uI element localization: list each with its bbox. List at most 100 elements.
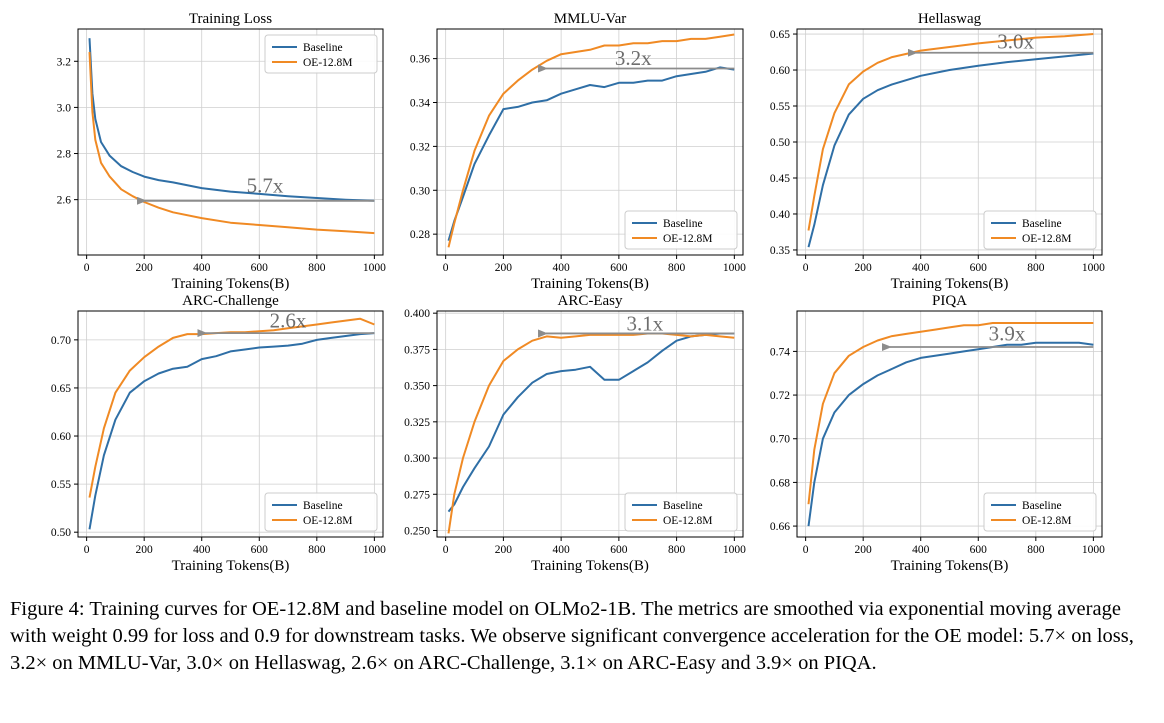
panel-6-speedup-label: 3.9x bbox=[989, 321, 1026, 345]
panel-2-ytick-label: 0.32 bbox=[410, 141, 430, 153]
panel-4-xtick-label: 600 bbox=[251, 544, 269, 556]
panel-4-ytick-label: 0.55 bbox=[51, 479, 71, 491]
panel-3-ytick-label: 0.55 bbox=[770, 101, 790, 113]
panel-3-xtick-label: 200 bbox=[855, 262, 873, 274]
panel-5-ytick-label: 0.275 bbox=[404, 489, 430, 501]
panel-3-xtick-label: 1000 bbox=[1082, 262, 1105, 274]
panel-5-xlabel: Training Tokens(B) bbox=[531, 558, 649, 574]
panel-2-ytick-label: 0.36 bbox=[410, 54, 430, 66]
panel-5-ytick-label: 0.350 bbox=[404, 381, 430, 393]
panel-1-xtick-label: 400 bbox=[193, 262, 211, 274]
panel-5-ytick-label: 0.325 bbox=[404, 417, 430, 429]
panel-3-ytick-label: 0.50 bbox=[770, 137, 790, 149]
panel-5-ytick-label: 0.300 bbox=[404, 453, 430, 465]
panel-3: 3.0x 0 200 400 600 800 1000 0.35 0.40 0.45 0.50 0.5… bbox=[770, 11, 1105, 292]
panel-2-xtick-label: 200 bbox=[495, 262, 513, 274]
panel-2-series-oe-line bbox=[447, 33, 735, 248]
panel-2-xtick-label: 800 bbox=[668, 262, 686, 274]
panel-2-legend: Baseline OE-12.8M bbox=[624, 210, 738, 250]
panel-6-xtick-label: 800 bbox=[1027, 544, 1045, 556]
panel-4-xtick-label: 200 bbox=[136, 544, 154, 556]
panel-4-xtick-label: 400 bbox=[193, 544, 211, 556]
panel-1-series-oe-line bbox=[88, 52, 375, 235]
panel-5-xtick-label: 1000 bbox=[723, 544, 746, 556]
panel-6-xlabel: Training Tokens(B) bbox=[891, 558, 1009, 574]
panel-1-axes-frame bbox=[77, 28, 384, 256]
panel-5-ytick-label: 0.375 bbox=[404, 344, 430, 356]
panel-5-legend-box bbox=[624, 492, 738, 532]
panel-2-title: MMLU-Var bbox=[554, 11, 627, 27]
panel-3-speedup-label: 3.0x bbox=[997, 29, 1034, 53]
panel-5-legend: Baseline OE-12.8M bbox=[624, 492, 738, 532]
panel-5-xtick-label: 600 bbox=[610, 544, 628, 556]
panel-5-legend-label-baseline: Baseline bbox=[663, 500, 703, 512]
panel-2-ytick-label: 0.28 bbox=[410, 229, 430, 241]
panel-1-speedup-label: 5.7x bbox=[247, 174, 284, 198]
figure-caption: Figure 4: Training curves for OE-12.8M a… bbox=[10, 598, 1134, 674]
panel-3-legend-label-baseline: Baseline bbox=[1022, 218, 1062, 230]
panel-3-ytick-label: 0.60 bbox=[770, 65, 790, 77]
panel-1-legend-label-baseline: Baseline bbox=[303, 42, 343, 54]
panel-5-ytick-label: 0.250 bbox=[404, 525, 430, 537]
panel-5: 3.1x 0 200 400 600 800 1000 0.250 0.275 0.300 0.32… bbox=[404, 293, 746, 574]
panel-6-xtick-label: 200 bbox=[855, 544, 873, 556]
panel-4-ytick-label: 0.60 bbox=[51, 431, 71, 443]
panel-5-xtick-label: 400 bbox=[553, 544, 571, 556]
panel-6-xtick-label: 400 bbox=[912, 544, 930, 556]
panel-3-legend-box bbox=[983, 210, 1097, 250]
panel-2-axes-frame bbox=[436, 28, 744, 256]
panel-4-legend-label-baseline: Baseline bbox=[303, 500, 343, 512]
panel-1-xtick-label: 600 bbox=[251, 262, 269, 274]
panel-6-legend: Baseline OE-12.8M bbox=[983, 492, 1097, 532]
panel-2: 3.2x 0 200 400 600 800 1000 0.28 0.30 0.32 0.34 0.3… bbox=[410, 11, 746, 292]
panel-4-title: ARC-Challenge bbox=[182, 293, 279, 309]
panel-6-series-baseline-line bbox=[807, 341, 1094, 527]
panel-1-ytick-label: 3.0 bbox=[57, 102, 72, 114]
panel-2-xtick-label: 0 bbox=[443, 262, 449, 274]
panel-4-series-oe-line bbox=[88, 317, 375, 498]
panel-4-xtick-label: 0 bbox=[84, 544, 90, 556]
panel-4-series-baseline-line bbox=[88, 332, 375, 530]
panel-5-speedup-label: 3.1x bbox=[626, 312, 663, 336]
panel-5-axes-frame bbox=[436, 310, 744, 538]
panel-2-legend-label-baseline: Baseline bbox=[663, 218, 703, 230]
panel-1-xtick-label: 200 bbox=[136, 262, 154, 274]
panel-2-ytick-label: 0.30 bbox=[410, 185, 430, 197]
panel-2-legend-label-oe: OE-12.8M bbox=[663, 233, 713, 245]
panel-2-speedup-label: 3.2x bbox=[615, 46, 652, 70]
panel-6-ytick-label: 0.66 bbox=[770, 521, 790, 533]
panel-1-ytick-label: 2.8 bbox=[57, 149, 72, 161]
panel-3-series-baseline-line bbox=[807, 52, 1094, 248]
panel-5-series-baseline-line bbox=[447, 332, 735, 513]
panel-6-title: PIQA bbox=[932, 293, 967, 309]
panel-3-xtick-label: 0 bbox=[803, 262, 809, 274]
panel-2-ytick-label: 0.34 bbox=[410, 98, 430, 110]
panel-3-ytick-label: 0.65 bbox=[770, 29, 790, 41]
panel-1: 5.7x 0 200 400 600 800 1000 2.6 2.8 3.0 3.2 Trainin… bbox=[57, 11, 386, 292]
panel-2-xlabel: Training Tokens(B) bbox=[531, 276, 649, 292]
panel-5-title: ARC-Easy bbox=[558, 293, 623, 309]
panel-4-ytick-label: 0.65 bbox=[51, 383, 71, 395]
panel-3-xtick-label: 400 bbox=[912, 262, 930, 274]
panel-6-legend-box bbox=[983, 492, 1097, 532]
panel-5-ytick-label: 0.400 bbox=[404, 308, 430, 320]
panel-4-axes-frame bbox=[77, 310, 384, 538]
panel-6-series-oe-line bbox=[807, 322, 1094, 505]
panel-6-ytick-label: 0.70 bbox=[770, 434, 790, 446]
panel-2-xtick-label: 400 bbox=[553, 262, 571, 274]
panel-4-legend: Baseline OE-12.8M bbox=[264, 492, 378, 532]
panel-1-title: Training Loss bbox=[189, 11, 272, 27]
figure: 5.7x 0 200 400 600 800 1000 2.6 2.8 3.0 3.2 Trainin… bbox=[51, 11, 1105, 574]
panel-4-xtick-label: 1000 bbox=[363, 544, 386, 556]
panel-1-xtick-label: 800 bbox=[308, 262, 326, 274]
panel-1-ytick-label: 2.6 bbox=[57, 195, 72, 207]
panel-2-xtick-label: 600 bbox=[610, 262, 628, 274]
panel-6-legend-label-oe: OE-12.8M bbox=[1022, 515, 1072, 527]
panel-2-xtick-label: 1000 bbox=[723, 262, 746, 274]
panel-4: 2.6x 0 200 400 600 800 1000 0.50 0.55 0.60 0.65 0.7… bbox=[51, 293, 386, 574]
panel-6-xtick-label: 0 bbox=[803, 544, 809, 556]
panel-4-ytick-label: 0.70 bbox=[51, 335, 71, 347]
panel-1-ytick-label: 3.2 bbox=[57, 56, 72, 68]
panel-3-xtick-label: 600 bbox=[970, 262, 988, 274]
panel-1-xtick-label: 1000 bbox=[363, 262, 386, 274]
